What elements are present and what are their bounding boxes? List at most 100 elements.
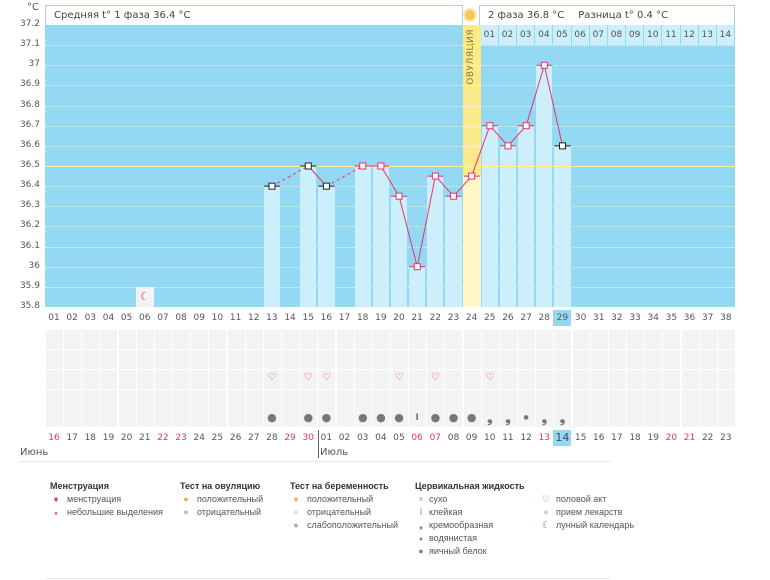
symptom-cell[interactable] xyxy=(263,390,281,409)
temperature-point[interactable] xyxy=(304,162,312,170)
calendar-date[interactable]: 12 xyxy=(520,433,532,443)
symptom-cell[interactable] xyxy=(463,350,481,369)
symptom-cell[interactable] xyxy=(209,408,227,427)
symptom-cell[interactable] xyxy=(409,370,427,389)
symptom-cell[interactable] xyxy=(300,330,318,349)
symptom-cell[interactable] xyxy=(354,408,372,427)
symptom-cell[interactable] xyxy=(699,330,717,349)
temperature-point[interactable] xyxy=(377,162,385,170)
symptom-cell[interactable] xyxy=(409,350,427,369)
symptom-cell[interactable] xyxy=(318,408,336,427)
calendar-date[interactable]: 22 xyxy=(157,433,169,443)
calendar-date[interactable]: 26 xyxy=(229,433,242,443)
symptom-cell[interactable] xyxy=(590,408,608,427)
cycle-day-label[interactable]: 32 xyxy=(611,313,623,323)
symptom-cell[interactable] xyxy=(209,390,227,409)
symptom-cell[interactable] xyxy=(645,408,663,427)
symptom-cell[interactable] xyxy=(282,408,300,427)
calendar-date[interactable]: 15 xyxy=(574,433,587,443)
symptom-cell[interactable] xyxy=(590,330,608,349)
symptom-cell[interactable] xyxy=(463,390,481,409)
symptom-cell[interactable] xyxy=(445,408,463,427)
symptom-cell[interactable] xyxy=(82,370,100,389)
symptom-cell[interactable] xyxy=(227,330,245,349)
cycle-day-label[interactable]: 33 xyxy=(629,313,641,323)
symptom-cell[interactable] xyxy=(554,350,572,369)
cycle-day-label[interactable]: 23 xyxy=(447,313,460,323)
symptom-cell[interactable] xyxy=(681,370,699,389)
cycle-day-label[interactable]: 06 xyxy=(139,313,151,323)
calendar-date[interactable]: 06 xyxy=(411,433,423,443)
symptom-cell[interactable] xyxy=(391,370,408,389)
cycle-day-label[interactable]: 09 xyxy=(193,313,205,323)
symptom-cell[interactable] xyxy=(82,408,100,427)
calendar-date[interactable]: 20 xyxy=(665,433,678,443)
symptom-cell[interactable] xyxy=(173,370,191,389)
symptom-cell[interactable] xyxy=(699,350,717,369)
symptom-cell[interactable] xyxy=(536,330,554,349)
symptom-cell[interactable] xyxy=(318,350,336,369)
symptom-cell[interactable] xyxy=(46,408,63,427)
symptom-cell[interactable] xyxy=(209,350,227,369)
symptom-cell[interactable] xyxy=(427,370,445,389)
cycle-day-label[interactable]: 04 xyxy=(102,313,115,323)
temperature-point[interactable] xyxy=(413,263,421,271)
calendar-date[interactable]: 11 xyxy=(502,433,514,443)
symptom-cell[interactable] xyxy=(409,408,427,427)
symptom-cell[interactable] xyxy=(191,370,209,389)
symptom-cell[interactable] xyxy=(318,370,336,389)
symptom-cell[interactable] xyxy=(663,370,681,389)
temperature-point[interactable] xyxy=(522,122,530,130)
calendar-date[interactable]: 08 xyxy=(447,433,460,443)
calendar-date[interactable]: 23 xyxy=(175,433,187,443)
temperature-point[interactable] xyxy=(486,122,494,130)
symptom-cell[interactable] xyxy=(536,370,554,389)
symptom-cell[interactable] xyxy=(645,330,663,349)
symptom-cell[interactable] xyxy=(136,370,154,389)
symptom-cell[interactable] xyxy=(445,350,463,369)
symptom-cell[interactable] xyxy=(608,350,626,369)
symptom-cell[interactable] xyxy=(445,370,463,389)
symptom-cell[interactable] xyxy=(46,390,63,409)
calendar-date[interactable]: 22 xyxy=(701,433,714,443)
symptom-cell[interactable] xyxy=(481,330,499,349)
cycle-day-label[interactable]: 35 xyxy=(665,313,678,323)
symptom-cell[interactable] xyxy=(227,370,245,389)
symptom-cell[interactable] xyxy=(154,408,172,427)
temperature-point[interactable] xyxy=(559,142,566,150)
calendar-date[interactable]: 25 xyxy=(211,433,224,443)
symptom-cell[interactable] xyxy=(427,350,445,369)
symptom-cell[interactable] xyxy=(445,330,463,349)
temperature-point[interactable] xyxy=(268,182,276,190)
calendar-date[interactable]: 05 xyxy=(393,433,405,443)
symptom-cell[interactable] xyxy=(173,408,191,427)
symptom-cell[interactable] xyxy=(554,370,572,389)
calendar-date[interactable]: 14 xyxy=(553,430,572,446)
symptom-cell[interactable] xyxy=(391,408,408,427)
symptom-cell[interactable] xyxy=(627,408,645,427)
symptom-cell[interactable] xyxy=(572,408,590,427)
symptom-cell[interactable] xyxy=(391,350,408,369)
symptom-cell[interactable] xyxy=(318,390,336,409)
calendar-date[interactable]: 16 xyxy=(48,433,60,443)
cycle-day-label[interactable]: 12 xyxy=(248,313,260,323)
symptom-cell[interactable] xyxy=(590,390,608,409)
symptom-cell[interactable] xyxy=(427,408,445,427)
symptom-cell[interactable] xyxy=(717,350,735,369)
symptom-cell[interactable] xyxy=(136,390,154,409)
calendar-date[interactable]: 04 xyxy=(375,433,387,443)
symptom-cell[interactable] xyxy=(263,330,281,349)
symptom-cell[interactable] xyxy=(46,370,63,389)
symptom-cell[interactable] xyxy=(227,350,245,369)
symptom-cell[interactable] xyxy=(572,350,590,369)
symptom-cell[interactable] xyxy=(663,390,681,409)
cycle-day-label[interactable]: 26 xyxy=(502,313,514,323)
calendar-date[interactable]: 09 xyxy=(465,433,478,443)
symptom-cell[interactable] xyxy=(336,390,354,409)
symptom-cell[interactable] xyxy=(191,390,209,409)
calendar-date[interactable]: 27 xyxy=(248,433,260,443)
symptom-cell[interactable] xyxy=(154,330,172,349)
cycle-day-label[interactable]: 22 xyxy=(429,313,442,323)
cycle-day-label[interactable]: 18 xyxy=(356,313,369,323)
symptom-cell[interactable] xyxy=(100,350,118,369)
